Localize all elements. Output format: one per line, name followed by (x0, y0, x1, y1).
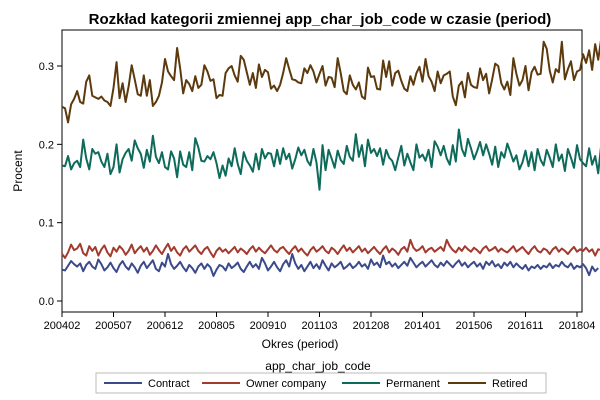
x-axis-label: Okres (period) (262, 337, 339, 351)
x-tick-label: 200402 (44, 320, 81, 332)
legend-title: app_char_job_code (265, 359, 371, 373)
x-tick-label: 201804 (559, 320, 596, 332)
series-line-owner-company (61, 238, 600, 259)
x-axis: 200402 200507 200612 200805 200910 201103 2012… (44, 312, 596, 332)
plot-area-frame (61, 29, 583, 313)
y-tick-label: 0.0 (39, 296, 54, 308)
x-tick-label: 201401 (404, 320, 441, 332)
legend-label-permanent: Permanent (386, 378, 440, 390)
x-tick-label: 201208 (353, 320, 390, 332)
y-axis-label: Procent (11, 150, 25, 192)
y-tick-label: 0.2 (39, 139, 54, 151)
y-axis: 0.0 0.1 0.2 0.3 (39, 61, 62, 308)
legend-label-owner-company: Owner company (246, 378, 327, 390)
series-line-permanent (61, 128, 600, 191)
x-tick-label: 201506 (456, 320, 493, 332)
y-tick-label: 0.1 (39, 218, 54, 230)
series-line-retired (61, 40, 600, 124)
x-tick-label: 201103 (302, 320, 338, 332)
x-tick-label: 200612 (147, 320, 184, 332)
series-lines (61, 40, 600, 277)
legend-box (95, 372, 547, 394)
x-tick-label: 201611 (508, 320, 544, 332)
series-line-contract (61, 253, 599, 277)
x-tick-label: 200507 (95, 320, 132, 332)
legend-label-contract: Contract (148, 378, 190, 390)
legend: Contract Owner company Permanent Retired (104, 378, 527, 390)
y-tick-label: 0.3 (39, 61, 54, 73)
x-tick-label: 200910 (250, 320, 287, 332)
chart-title: Rozkład kategorii zmiennej app_char_job_… (89, 11, 552, 28)
legend-label-retired: Retired (492, 378, 527, 390)
x-tick-label: 200805 (198, 320, 235, 332)
